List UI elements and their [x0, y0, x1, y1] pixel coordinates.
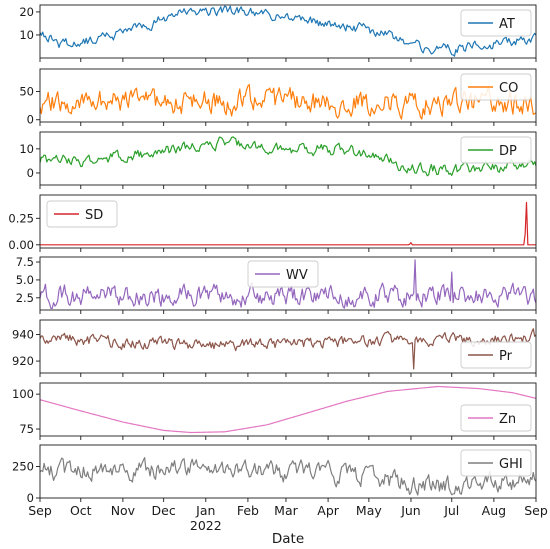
legend-sd: SD	[46, 200, 118, 228]
legend-label: Zn	[499, 412, 516, 427]
x-tick-label: Feb	[237, 503, 259, 518]
x-tick-label: Sep	[28, 503, 52, 518]
legend-wv: WV	[247, 260, 319, 288]
series-line-sd	[40, 201, 536, 246]
y-tick-label: 75	[19, 422, 34, 436]
y-tick-label: 100	[12, 387, 34, 401]
x-tick-label: Jul	[443, 503, 459, 518]
x-axis-label: Date	[272, 531, 304, 547]
axes-frame	[39, 4, 537, 59]
axes-frame	[39, 382, 537, 437]
series-line-pr	[40, 328, 536, 370]
panel-zn: 75 100 Zn	[12, 382, 537, 440]
y-tick-label: 2.5	[16, 291, 34, 305]
panel-pr: 920 940 Pr	[12, 319, 537, 377]
axes-frame	[39, 194, 537, 249]
x-tick-label: Jun	[400, 503, 421, 518]
legend-box	[460, 9, 532, 37]
axes-frame	[39, 68, 537, 123]
series-line-at	[40, 5, 536, 57]
panel-at: 10 20 AT	[19, 4, 537, 62]
legend-box	[460, 73, 532, 101]
y-tick-label: 0.25	[8, 211, 34, 225]
legend-label: WV	[286, 268, 308, 283]
x-tick-label: Sep	[524, 503, 548, 518]
y-tick-label: 0	[27, 113, 34, 127]
legend-ghi: GHI	[460, 449, 532, 477]
x-tick-label: Mar	[274, 503, 298, 518]
y-tick-label: 940	[12, 328, 34, 342]
x-tick-label: Aug	[482, 503, 506, 518]
y-tick-label: 920	[12, 354, 34, 368]
x-year-label: 2022	[190, 518, 222, 533]
legend-label: SD	[85, 208, 103, 223]
legend-at: AT	[460, 9, 532, 37]
legend-box	[247, 260, 319, 288]
legend-label: Pr	[499, 349, 513, 364]
series-line-dp	[40, 136, 536, 177]
series-line-zn	[40, 385, 536, 434]
panel-ghi: 0 250 GHI	[12, 444, 537, 505]
y-tick-label: 0.00	[8, 238, 34, 252]
legend-box	[460, 404, 532, 432]
axes-frame	[39, 319, 537, 374]
legend-pr: Pr	[460, 341, 532, 369]
legend-dp: DP	[460, 136, 532, 164]
x-tick-label: Oct	[70, 503, 92, 518]
y-tick-label: 250	[12, 459, 34, 473]
axes-frame	[39, 256, 537, 311]
panel-co: 0 50 CO	[19, 68, 537, 127]
y-tick-label: 10	[19, 142, 34, 156]
x-tick-label: Jan	[195, 503, 215, 518]
x-tick-label: Nov	[111, 503, 136, 518]
legend-box	[46, 200, 118, 228]
y-tick-label: 7.5	[16, 255, 34, 269]
legend-box	[460, 449, 532, 477]
legend-label: AT	[499, 17, 515, 32]
legend-label: GHI	[499, 457, 523, 472]
legend-box	[460, 136, 532, 164]
x-tick-label: Apr	[317, 503, 339, 518]
y-tick-label: 20	[19, 5, 34, 19]
panel-dp: 0 10 DP	[19, 131, 537, 189]
y-tick-label: 0	[27, 166, 34, 180]
y-tick-label: 50	[19, 85, 34, 99]
x-axis: Sep Oct Nov Dec Jan Feb Mar Apr May Jun Jul Aug Sep 2…	[28, 503, 548, 547]
x-tick-label: May	[356, 503, 382, 518]
y-tick-label: 0	[27, 491, 34, 505]
legend-label: DP	[499, 144, 517, 159]
legend-zn: Zn	[460, 404, 532, 432]
legend-box	[460, 341, 532, 369]
x-tick-label: Dec	[152, 503, 176, 518]
series-line-wv	[40, 259, 536, 310]
axes-frame	[39, 444, 537, 499]
axes-frame	[39, 131, 537, 186]
legend-co: CO	[460, 73, 532, 101]
series-line-ghi	[40, 457, 536, 496]
y-tick-label: 5.0	[16, 273, 34, 287]
panel-wv: 2.5 5.0 7.5 WV	[16, 255, 537, 314]
series-line-co	[40, 83, 536, 120]
y-tick-label: 10	[19, 28, 34, 42]
legend-label: CO	[499, 81, 518, 96]
panel-sd: 0.00 0.25 SD	[8, 194, 537, 252]
